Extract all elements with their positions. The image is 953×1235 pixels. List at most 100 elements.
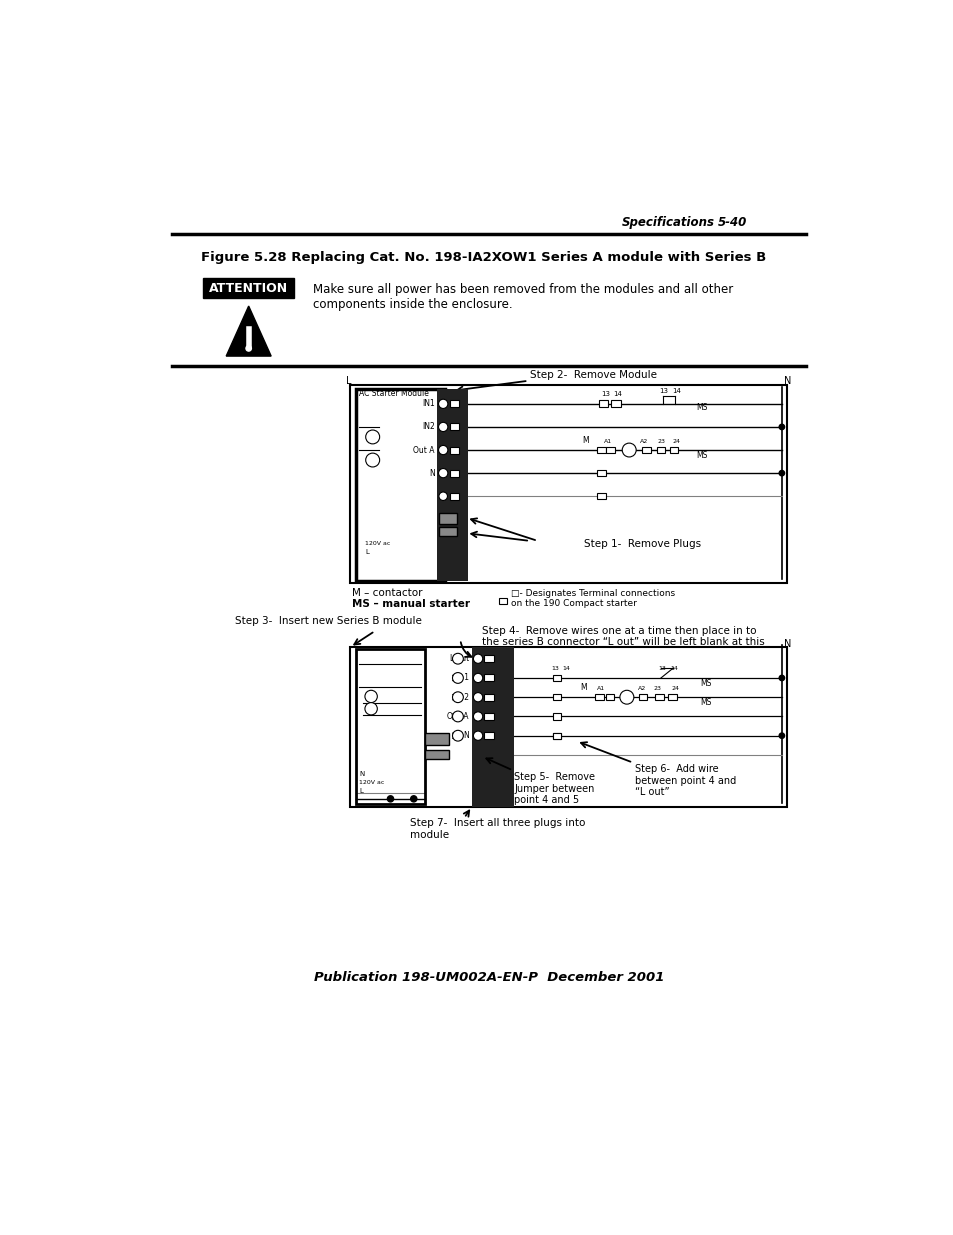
Bar [350, 647, 786, 806]
Circle shape [452, 692, 463, 703]
Text: MS – manual starter: MS – manual starter [352, 599, 469, 609]
Text: M: M [625, 447, 632, 453]
Text: L: L [359, 788, 363, 794]
Text: L: L [365, 550, 369, 555]
Bar [203, 278, 294, 299]
Text: M: M [579, 683, 586, 692]
Circle shape [473, 655, 482, 663]
Bar [597, 493, 605, 499]
Text: n 2: n 2 [456, 693, 468, 701]
Bar [450, 447, 459, 453]
Circle shape [452, 711, 463, 721]
Bar [655, 694, 663, 700]
Text: L out: L out [449, 655, 468, 663]
Text: Make sure all power has been removed from the modules and all other
components i: Make sure all power has been removed fro… [313, 283, 733, 311]
Text: Step 7-  Insert all three plugs into
module: Step 7- Insert all three plugs into modu… [410, 818, 584, 840]
Text: 14: 14 [562, 666, 570, 672]
Text: 23: 23 [658, 440, 665, 445]
Bar [553, 732, 560, 739]
Text: N: N [462, 731, 468, 740]
Text: 5-40: 5-40 [717, 216, 746, 228]
Circle shape [779, 676, 783, 680]
Text: 13: 13 [659, 388, 668, 394]
Circle shape [410, 795, 416, 802]
Circle shape [438, 399, 447, 409]
Bar [450, 424, 459, 431]
Circle shape [365, 453, 379, 467]
Circle shape [438, 468, 447, 478]
Text: A1: A1 [603, 440, 611, 445]
Bar [450, 400, 459, 408]
Bar [598, 400, 608, 408]
Bar [484, 656, 493, 662]
Bar [355, 389, 444, 580]
Bar [641, 447, 650, 453]
Text: Specifications: Specifications [620, 216, 714, 228]
Circle shape [452, 673, 463, 683]
Bar [595, 694, 603, 700]
Circle shape [473, 673, 482, 683]
Bar [656, 447, 664, 453]
Text: ATTENTION: ATTENTION [209, 282, 288, 295]
Bar [606, 447, 615, 453]
Bar [450, 469, 459, 477]
Text: A2: A2 [637, 685, 645, 690]
Bar [639, 694, 647, 700]
Text: M: M [582, 436, 589, 445]
Text: on the 190 Compact starter: on the 190 Compact starter [510, 599, 636, 609]
Text: Step 1-  Remove Plugs: Step 1- Remove Plugs [583, 538, 700, 550]
Circle shape [365, 690, 377, 703]
Text: N: N [359, 771, 364, 777]
Text: n 1: n 1 [456, 673, 468, 683]
Text: 24: 24 [670, 685, 679, 690]
Bar [669, 447, 678, 453]
Text: IN2: IN2 [421, 422, 435, 431]
Circle shape [619, 690, 633, 704]
Text: M – contactor: M – contactor [352, 588, 422, 598]
Bar [484, 674, 493, 682]
Bar [553, 674, 560, 680]
Text: MS: MS [700, 698, 711, 706]
Bar [553, 714, 560, 720]
Circle shape [473, 731, 482, 740]
Circle shape [779, 471, 783, 475]
Bar [553, 694, 560, 700]
Circle shape [387, 795, 394, 802]
Text: Step 6-  Add wire
between point 4 and
“L out”: Step 6- Add wire between point 4 and “L … [634, 764, 735, 798]
Bar [438, 514, 456, 524]
Bar [425, 750, 448, 758]
Bar [484, 694, 493, 700]
Text: A1: A1 [597, 685, 605, 690]
Text: MS: MS [700, 679, 711, 688]
Circle shape [473, 711, 482, 721]
Bar [668, 694, 676, 700]
Bar [425, 732, 448, 745]
Bar [355, 648, 425, 804]
Text: 13: 13 [600, 391, 610, 398]
Bar [597, 447, 605, 453]
Bar [611, 400, 620, 408]
Circle shape [452, 653, 463, 664]
Text: 23: 23 [654, 685, 661, 690]
Text: 14: 14 [613, 391, 622, 398]
Text: N: N [783, 375, 791, 385]
Circle shape [779, 734, 783, 739]
Circle shape [438, 492, 447, 500]
Circle shape [365, 703, 377, 715]
Bar [350, 384, 786, 583]
Bar [438, 527, 456, 536]
Circle shape [365, 430, 379, 443]
Text: 24: 24 [672, 440, 679, 445]
Text: 120V ac: 120V ac [365, 541, 390, 546]
Text: 14: 14 [671, 388, 680, 394]
Text: A2: A2 [639, 440, 648, 445]
Polygon shape [226, 306, 271, 356]
Text: 120V ac: 120V ac [359, 781, 384, 785]
Bar [484, 732, 493, 740]
Text: MS: MS [695, 403, 706, 412]
Text: Step 2-  Remove Module: Step 2- Remove Module [530, 369, 657, 379]
Circle shape [438, 446, 447, 454]
Bar [597, 471, 605, 477]
Text: Step 3-  Insert new Series B module: Step 3- Insert new Series B module [235, 616, 422, 626]
Circle shape [779, 425, 783, 430]
